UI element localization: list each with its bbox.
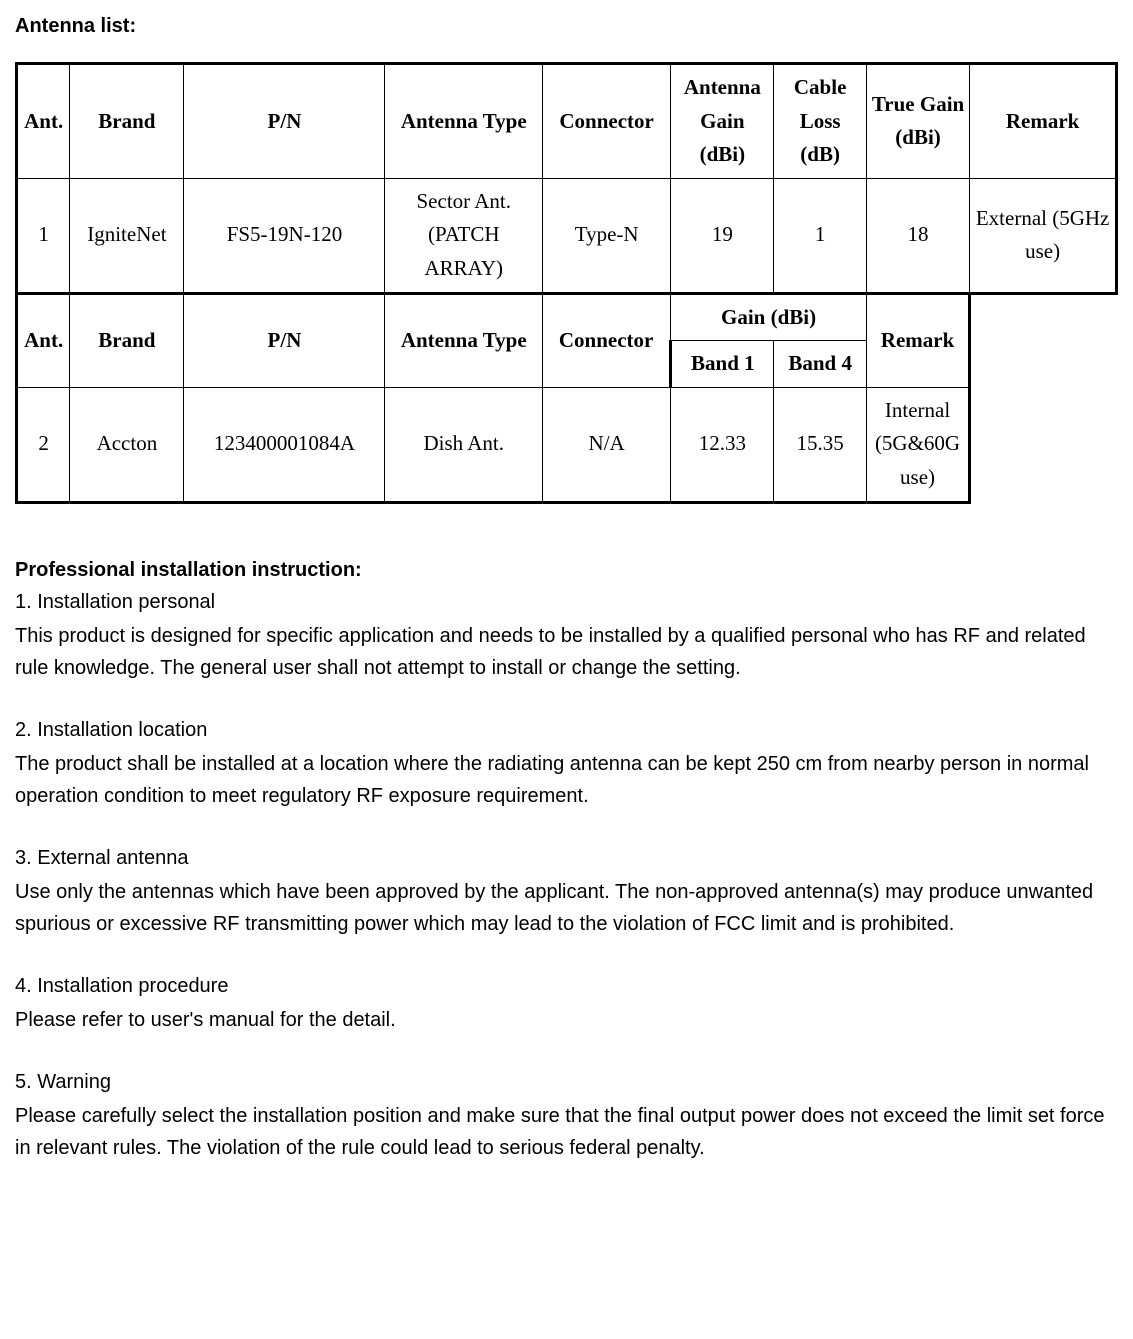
- cell-remark: External (5GHz use): [970, 178, 1117, 293]
- instruction-title: Professional installation instruction:: [15, 554, 1118, 586]
- section-3-body: Use only the antennas which have been ap…: [15, 876, 1118, 940]
- th-type: Antenna Type: [385, 293, 543, 387]
- section-4-body: Please refer to user's manual for the de…: [15, 1004, 1118, 1036]
- th-connector: Connector: [543, 64, 671, 179]
- cell-pn: 123400001084A: [184, 387, 385, 502]
- cell-type: Sector Ant. (PATCH ARRAY): [385, 178, 543, 293]
- cell-brand: IgniteNet: [70, 178, 184, 293]
- cell-connector: N/A: [543, 387, 671, 502]
- th-remark: Remark: [866, 293, 969, 387]
- th-connector: Connector: [543, 293, 671, 387]
- th-loss: Cable Loss (dB): [774, 64, 866, 179]
- section-4-heading: 4. Installation procedure: [15, 970, 1118, 1002]
- cell-pn: FS5-19N-120: [184, 178, 385, 293]
- th-remark: Remark: [970, 64, 1117, 179]
- th-ant: Ant.: [17, 293, 70, 387]
- table-header-row-2a: Ant. Brand P/N Antenna Type Connector Ga…: [17, 293, 1117, 341]
- th-brand: Brand: [70, 293, 184, 387]
- section-1-body: This product is designed for specific ap…: [15, 620, 1118, 684]
- cell-band4: 15.35: [774, 387, 866, 502]
- section-1-heading: 1. Installation personal: [15, 586, 1118, 618]
- section-3-heading: 3. External antenna: [15, 842, 1118, 874]
- table-header-row-1: Ant. Brand P/N Antenna Type Connector An…: [17, 64, 1117, 179]
- cell-type: Dish Ant.: [385, 387, 543, 502]
- section-2-body: The product shall be installed at a loca…: [15, 748, 1118, 812]
- section-5-body: Please carefully select the installation…: [15, 1100, 1118, 1164]
- cell-band1: 12.33: [671, 387, 774, 502]
- cell-gain: 19: [671, 178, 774, 293]
- th-band1: Band 1: [671, 341, 774, 388]
- antenna-table: Ant. Brand P/N Antenna Type Connector An…: [15, 62, 1118, 504]
- cell-loss: 1: [774, 178, 866, 293]
- th-brand: Brand: [70, 64, 184, 179]
- section-2-heading: 2. Installation location: [15, 714, 1118, 746]
- th-gain-group: Gain (dBi): [671, 293, 867, 341]
- th-type: Antenna Type: [385, 64, 543, 179]
- th-truegain: True Gain (dBi): [866, 64, 969, 179]
- cell-brand: Accton: [70, 387, 184, 502]
- th-band4: Band 4: [774, 341, 866, 388]
- th-gain: Antenna Gain (dBi): [671, 64, 774, 179]
- section-5-heading: 5. Warning: [15, 1066, 1118, 1098]
- th-ant: Ant.: [17, 64, 70, 179]
- cell-remark: Internal (5G&60G use): [866, 387, 969, 502]
- cell-connector: Type-N: [543, 178, 671, 293]
- cell-ant: 2: [17, 387, 70, 502]
- cell-ant: 1: [17, 178, 70, 293]
- th-pn: P/N: [184, 293, 385, 387]
- table-row: 1 IgniteNet FS5-19N-120 Sector Ant. (PAT…: [17, 178, 1117, 293]
- table-row: 2 Accton 123400001084A Dish Ant. N/A 12.…: [17, 387, 1117, 502]
- antenna-list-title: Antenna list:: [15, 10, 1118, 42]
- cell-truegain: 18: [866, 178, 969, 293]
- th-pn: P/N: [184, 64, 385, 179]
